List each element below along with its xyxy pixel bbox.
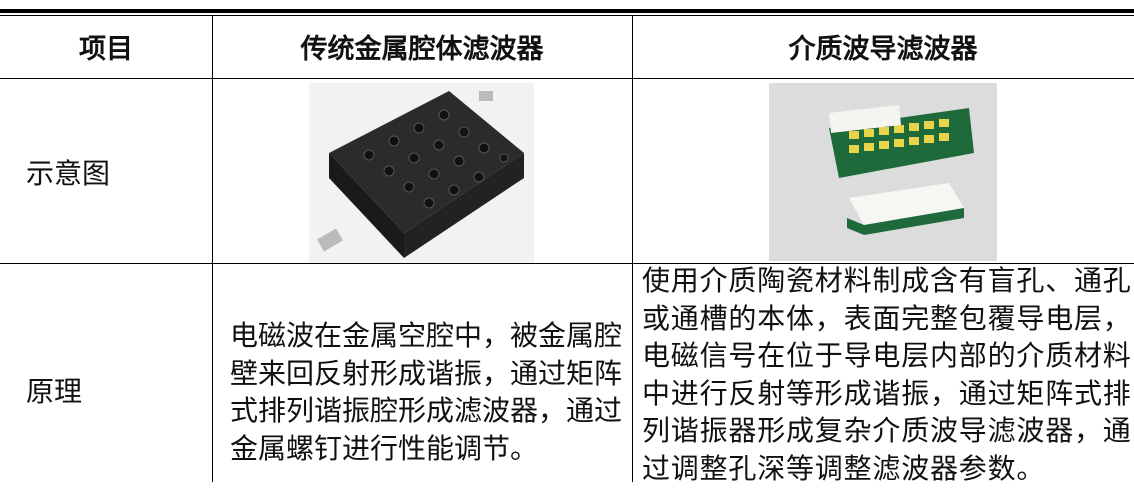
cell-text: 使用介质陶瓷材料制成含有盲孔、通孔或通槽的本体，表面完整包覆导电层，电磁信号在位… (642, 266, 1132, 485)
col-rule (632, 15, 633, 482)
dielectric-filter-image (769, 83, 997, 261)
top-rule (0, 9, 1134, 13)
col-rule (212, 15, 213, 482)
cell-text: 电磁波在金属空腔中，被金属腔壁来回反射形成谐振，通过矩阵式排列谐振腔形成滤波器，… (230, 321, 623, 465)
metal-filter-image (309, 83, 534, 263)
row-label: 原理 (26, 377, 83, 408)
header-cell: 项目 (79, 34, 133, 65)
header-cell: 介质波导滤波器 (788, 34, 978, 65)
row-rule (0, 78, 1134, 79)
row-rule (0, 263, 1134, 264)
header-cell: 传统金属腔体滤波器 (300, 34, 544, 65)
row-label: 示意图 (26, 159, 111, 190)
top-rule-thin (0, 15, 1134, 16)
